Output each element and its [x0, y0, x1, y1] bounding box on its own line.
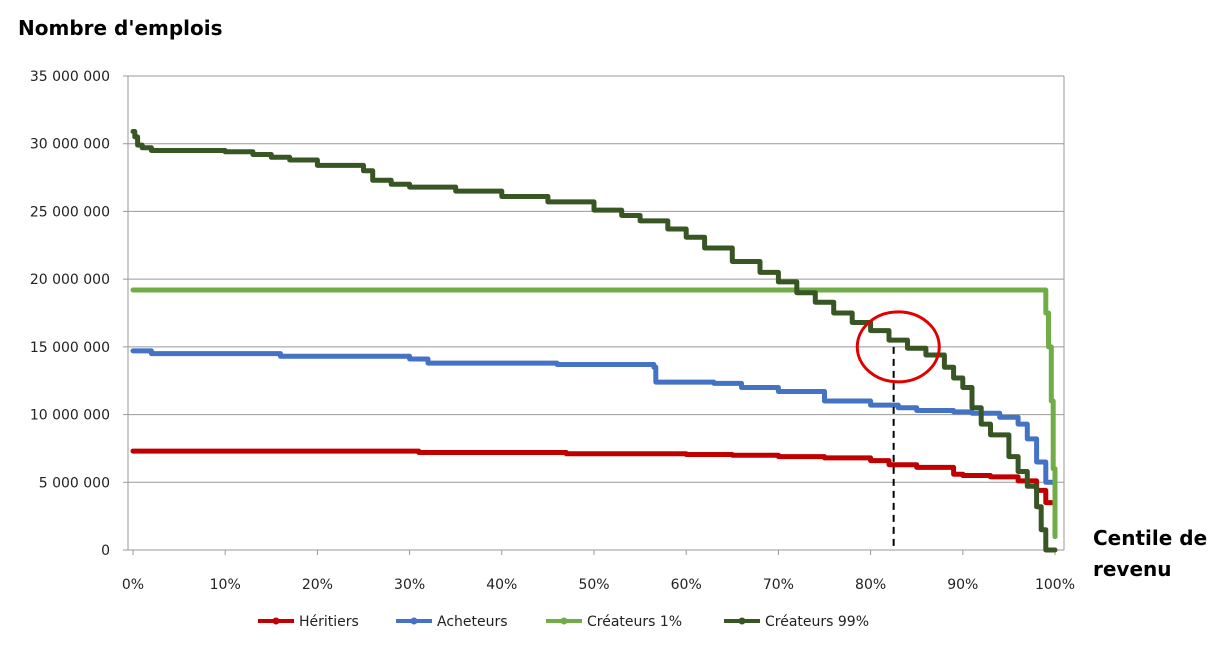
series-group: [130, 129, 1058, 553]
y-tick-label: 0: [101, 543, 110, 559]
x-axis-title-line2: revenu: [1093, 557, 1172, 581]
x-tick-label: 80%: [855, 577, 886, 593]
x-tick-label: 60%: [671, 577, 702, 593]
y-tick-label: 15 000 000: [30, 340, 110, 356]
legend-label-3: Créateurs 99%: [765, 614, 869, 630]
annotations: [855, 310, 941, 550]
x-tick-label: 70%: [763, 577, 794, 593]
x-tick-label: 30%: [394, 577, 425, 593]
legend-marker-0: [272, 617, 280, 625]
legend: Héritiers Acheteurs Créateurs 1% Créateurs …: [258, 614, 869, 630]
legend-label-2: Créateurs 1%: [587, 614, 682, 630]
x-tick-labels: 0% 10% 20% 30% 40% 50% 60% 70% 80% 90% 100%: [122, 577, 1075, 593]
x-axis-title-line1: Centile de: [1093, 526, 1207, 550]
x-tick-label: 20%: [302, 577, 333, 593]
legend-label-0: Héritiers: [299, 614, 359, 630]
y-tick-label: 35 000 000: [30, 69, 110, 85]
y-tick-label: 25 000 000: [30, 204, 110, 220]
y-axis-title: Nombre d'emplois: [18, 16, 223, 40]
legend-marker-2: [560, 617, 568, 625]
legend-marker-1: [410, 617, 418, 625]
y-tick-label: 10 000 000: [30, 408, 110, 424]
x-tick-label: 40%: [486, 577, 517, 593]
y-tick-label: 20 000 000: [30, 272, 110, 288]
y-tick-label: 30 000 000: [30, 137, 110, 153]
y-tick-labels: 0 5 000 000 10 000 000 15 000 000 20 000 000…: [30, 69, 110, 559]
legend-marker-3: [738, 617, 746, 625]
series-line-1: [130, 348, 1058, 539]
legend-label-1: Acheteurs: [437, 614, 508, 630]
series-line-2: [130, 287, 1058, 539]
y-tick-label: 5 000 000: [39, 475, 110, 491]
x-tick-label: 100%: [1035, 577, 1075, 593]
x-tick-label: 90%: [947, 577, 978, 593]
series-line-0: [130, 448, 1058, 533]
x-tick-label: 10%: [210, 577, 241, 593]
series-line-3: [130, 129, 1058, 553]
grid-lines: [123, 75, 1064, 555]
x-tick-label: 50%: [578, 577, 609, 593]
highlight-circle: [855, 310, 941, 384]
x-tick-label: 0%: [122, 577, 144, 593]
